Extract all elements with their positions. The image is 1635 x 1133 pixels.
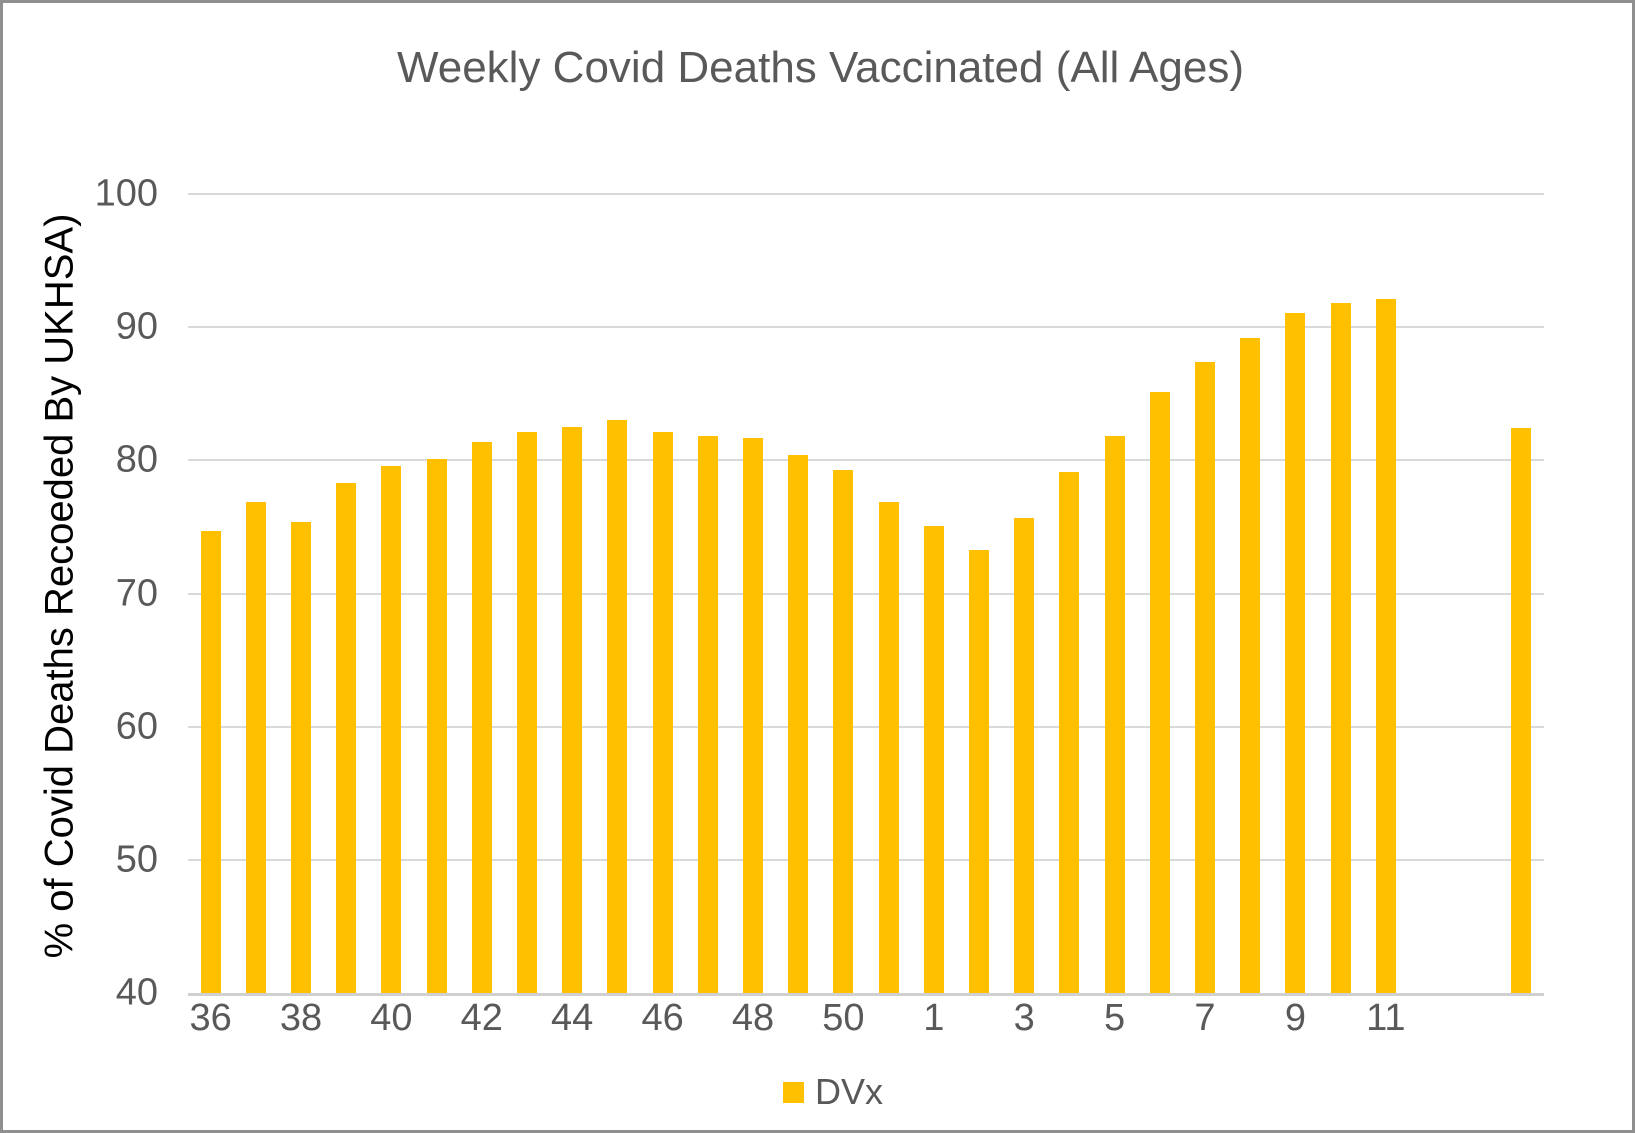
bar-week-45 xyxy=(607,420,628,993)
y-tick-label-50: 50 xyxy=(115,838,158,881)
x-tick-label-5: 5 xyxy=(1104,997,1126,1039)
x-tick-label-44: 44 xyxy=(551,997,594,1039)
y-tick-label-90: 90 xyxy=(115,305,158,348)
bar-week-36 xyxy=(200,530,221,993)
bar-week-46 xyxy=(652,432,673,993)
x-tick-label-48: 48 xyxy=(731,997,775,1039)
x-tick-label-3: 3 xyxy=(1013,997,1035,1039)
y-tick-label-40: 40 xyxy=(115,971,158,1014)
bar-week-43 xyxy=(517,432,537,993)
bar-week-49 xyxy=(788,455,809,993)
bar-week-41 xyxy=(426,459,447,993)
gridline-70 xyxy=(188,592,1544,595)
bar-week-42 xyxy=(471,441,492,993)
bar-week-50 xyxy=(833,469,854,993)
bar-week-48 xyxy=(743,437,763,993)
bar-week-9 xyxy=(1285,312,1306,993)
x-tick-label-50: 50 xyxy=(822,997,865,1039)
bar-week-47 xyxy=(697,436,718,993)
bar-week-6 xyxy=(1149,392,1170,993)
bar-week-2 xyxy=(969,549,989,993)
bar-week-8 xyxy=(1240,337,1261,993)
bar-week-4 xyxy=(1059,472,1080,993)
x-tick-label-1: 1 xyxy=(923,997,945,1039)
legend-swatch-icon xyxy=(783,1081,804,1103)
y-tick-label-60: 60 xyxy=(115,705,158,748)
x-tick-label-9: 9 xyxy=(1284,997,1306,1039)
chart-title: Weekly Covid Deaths Vaccinated (All Ages… xyxy=(397,43,1244,92)
bar-week-44 xyxy=(562,427,583,993)
bar-week-3 xyxy=(1014,517,1035,993)
x-tick-label-40: 40 xyxy=(370,997,413,1039)
plot-area xyxy=(188,193,1544,996)
gridline-60 xyxy=(188,725,1544,728)
gridline-90 xyxy=(188,326,1544,329)
x-axis-line xyxy=(188,993,1544,996)
bar-week-5 xyxy=(1104,436,1125,993)
x-tick-label-42: 42 xyxy=(460,997,503,1039)
y-tick-label-100: 100 xyxy=(94,172,158,215)
bar-week-38 xyxy=(291,521,311,993)
x-tick-label-7: 7 xyxy=(1194,997,1216,1039)
bar-week-40 xyxy=(381,465,402,993)
bar-week-39 xyxy=(336,482,357,993)
bar-week-unlabeled xyxy=(1511,428,1532,993)
bar-week-7 xyxy=(1195,361,1215,993)
bar-week-37 xyxy=(245,501,266,993)
x-tick-label-11: 11 xyxy=(1366,997,1406,1039)
y-tick-label-70: 70 xyxy=(115,572,158,614)
bar-week-11 xyxy=(1375,299,1396,993)
bar-week-10 xyxy=(1330,303,1351,993)
legend: DVx xyxy=(783,1071,883,1113)
bar-week-1 xyxy=(923,525,944,993)
y-tick-label-80: 80 xyxy=(115,438,158,481)
gridline-50 xyxy=(188,858,1544,861)
gridline-80 xyxy=(188,459,1544,462)
legend-label: DVx xyxy=(815,1071,884,1112)
x-tick-label-36: 36 xyxy=(189,997,232,1039)
bar-week-51 xyxy=(878,501,899,993)
x-tick-label-46: 46 xyxy=(641,997,684,1039)
x-tick-label-38: 38 xyxy=(279,997,323,1039)
gridline-100 xyxy=(188,193,1544,195)
